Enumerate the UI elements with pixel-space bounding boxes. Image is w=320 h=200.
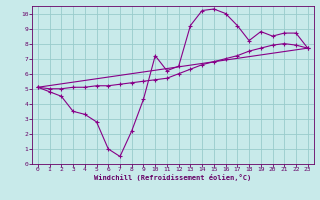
X-axis label: Windchill (Refroidissement éolien,°C): Windchill (Refroidissement éolien,°C) bbox=[94, 174, 252, 181]
